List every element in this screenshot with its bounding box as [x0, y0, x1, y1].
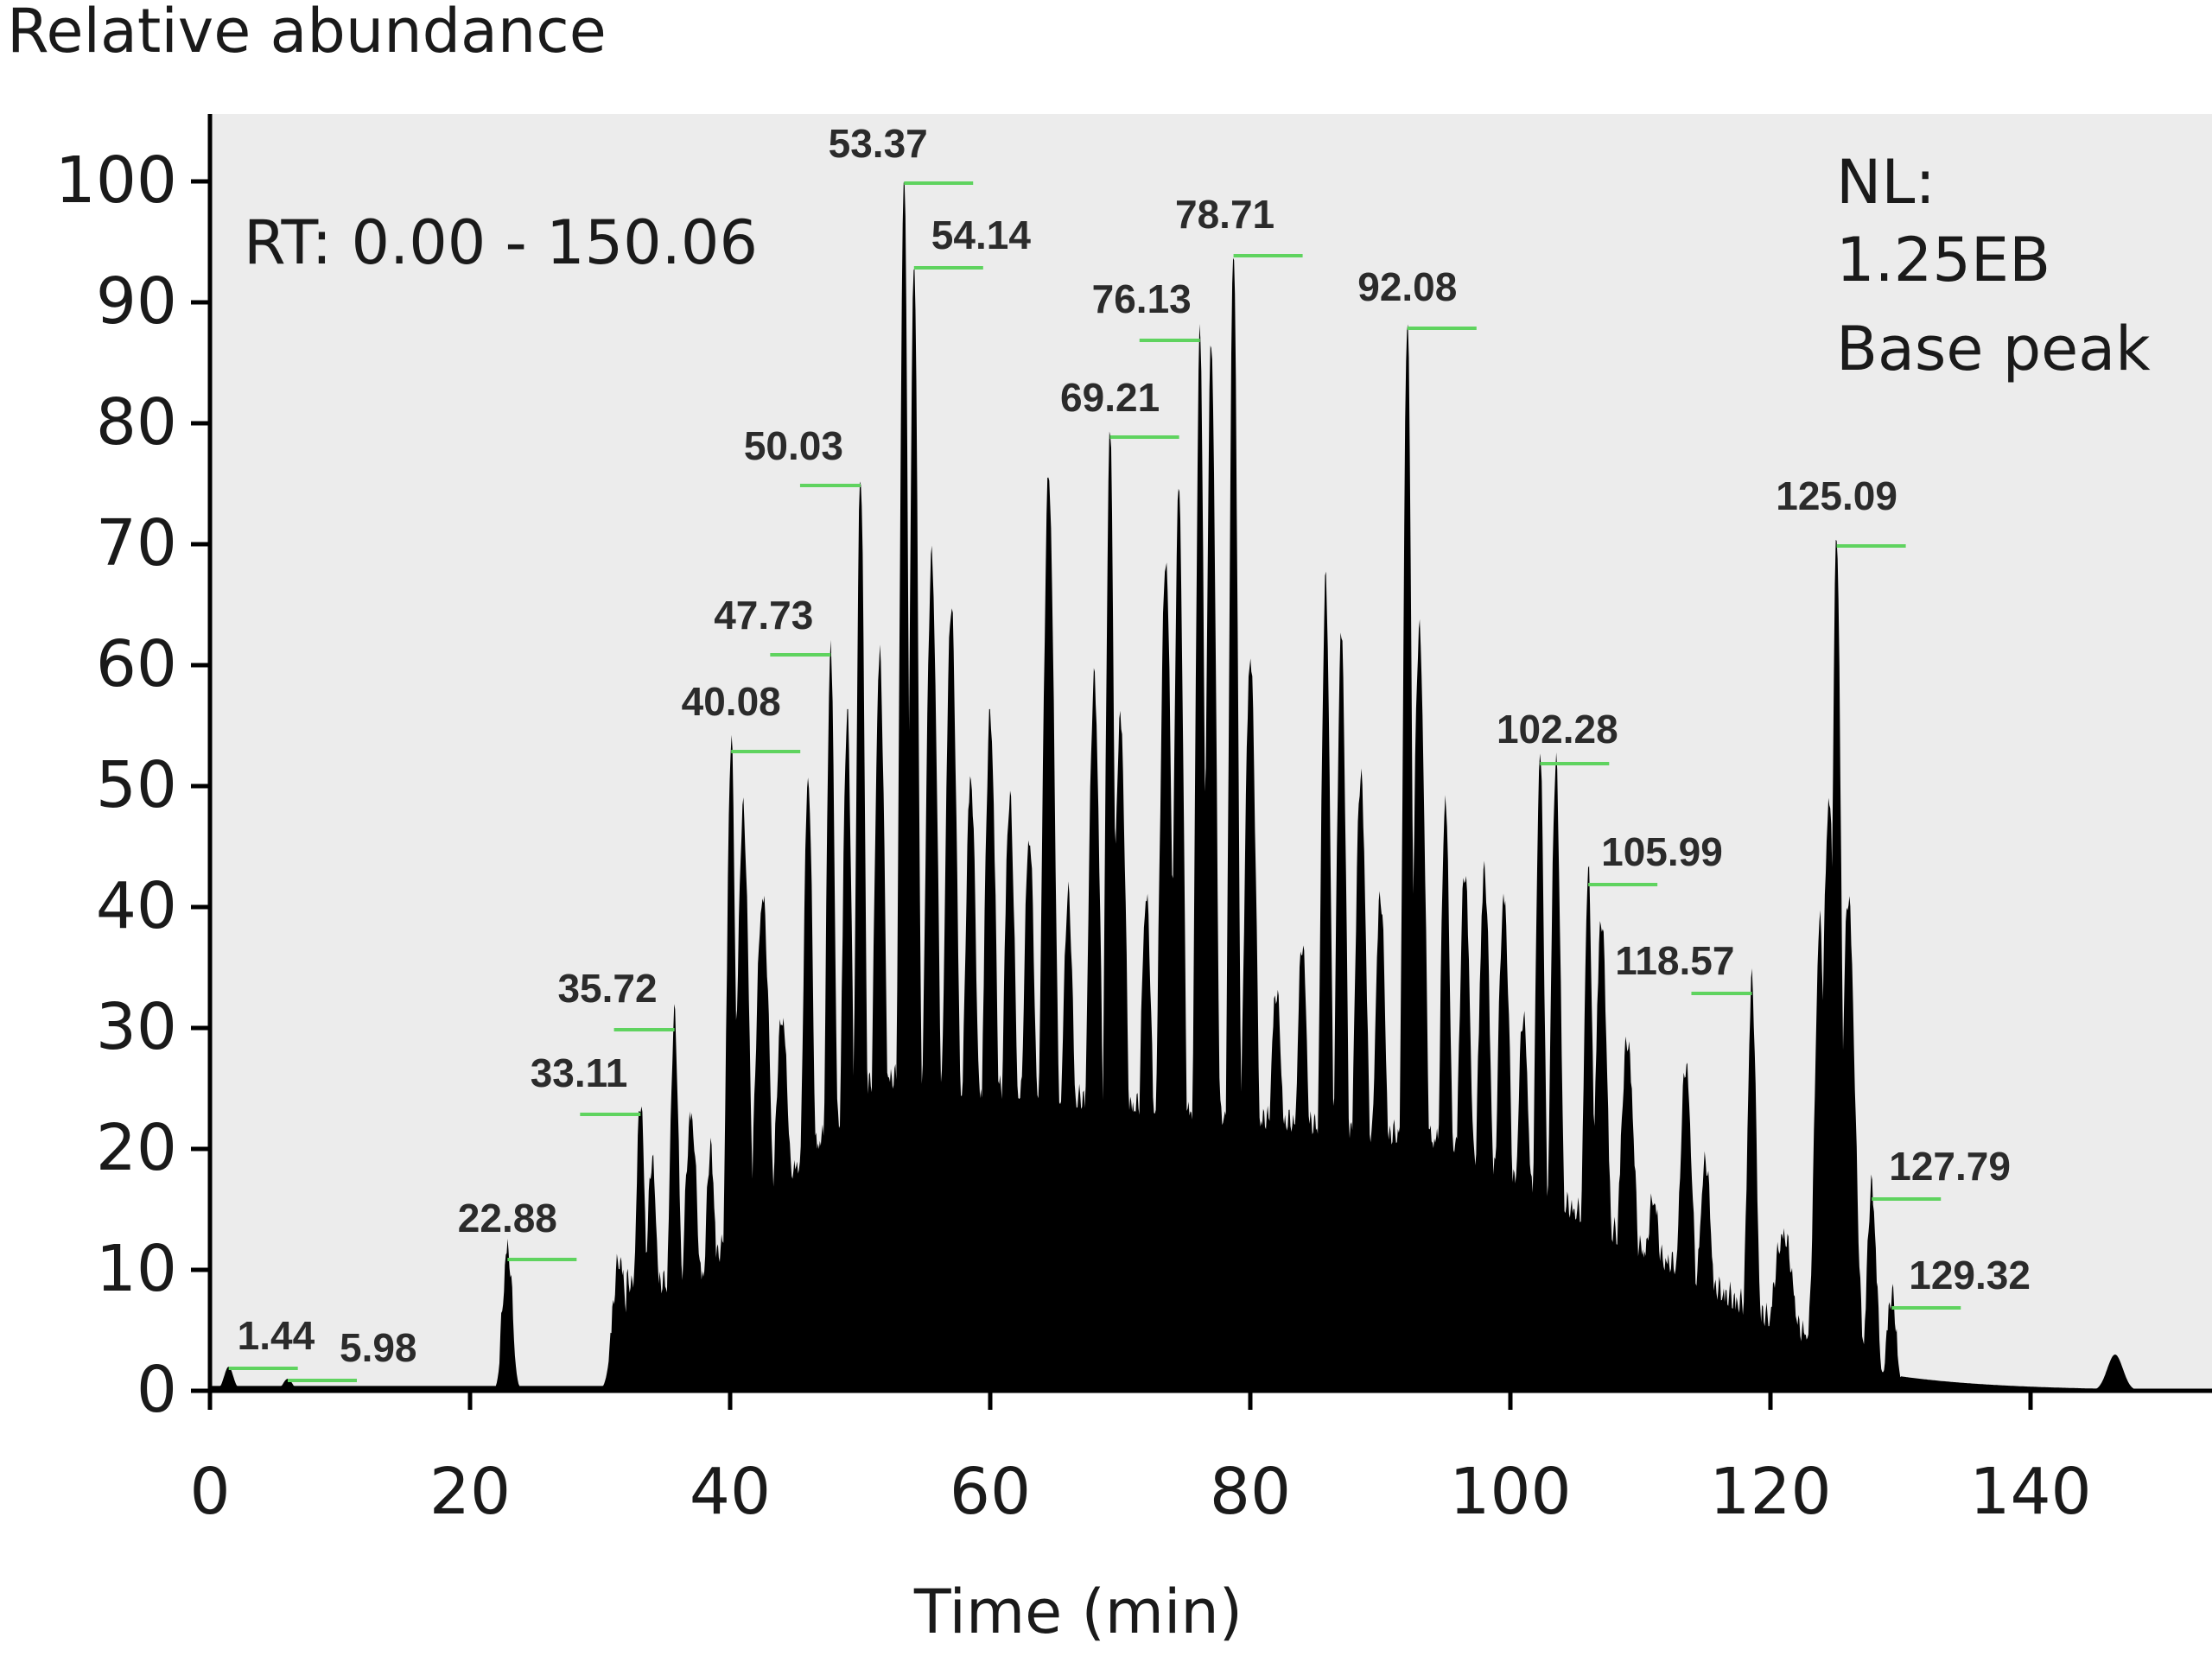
x-tick-label: 20	[429, 1455, 511, 1529]
x-ticks: 0 20 40 60 80 100 120 140	[189, 1391, 2092, 1529]
y-axis-label: Relative abundance	[7, 0, 607, 67]
y-tick-label: 50	[96, 748, 177, 822]
base-peak-trace	[210, 182, 2151, 1391]
peak-label: 76.13	[1092, 276, 1192, 321]
peak-leader-lines	[228, 181, 1961, 1382]
peak-label: 105.99	[1601, 829, 1723, 874]
y-ticks: 0 10 20 30 40 50 60 70 80 90 100	[55, 143, 210, 1427]
x-tick-label: 80	[1210, 1455, 1291, 1529]
y-tick-label: 60	[96, 627, 177, 701]
x-tick-label: 120	[1709, 1455, 1831, 1529]
peak-label: 125.09	[1776, 473, 1897, 518]
x-tick-label: 100	[1449, 1455, 1571, 1529]
y-tick-label: 90	[96, 264, 177, 339]
y-tick-label: 80	[96, 385, 177, 460]
peak-label: 92.08	[1357, 264, 1457, 309]
y-tick-label: 100	[55, 143, 177, 218]
x-tick-label: 40	[690, 1455, 771, 1529]
peak-label: 35.72	[557, 966, 657, 1011]
peak-label: 33.11	[531, 1050, 628, 1095]
peak-label: 54.14	[931, 213, 1032, 257]
peak-label: 47.73	[714, 593, 813, 638]
peak-label: 50.03	[744, 423, 843, 468]
peak-label: 53.37	[829, 121, 928, 166]
x-axis-label: Time (min)	[913, 1577, 1243, 1647]
rt-range-text: RT: 0.00 - 150.06	[244, 207, 758, 278]
peak-label: 1.44	[238, 1313, 315, 1358]
nl-value: 1.25EB	[1836, 225, 2050, 295]
peak-label: 69.21	[1060, 375, 1160, 420]
nl-label: NL:	[1836, 147, 1936, 218]
y-tick-label: 0	[137, 1353, 177, 1427]
peak-label: 5.98	[340, 1325, 417, 1370]
peak-labels: 1.44 5.98 22.88 33.11 35.72 40.08 47.73 50.03 53…	[238, 121, 2031, 1370]
y-tick-label: 40	[96, 869, 177, 943]
x-tick-label: 140	[1969, 1455, 2091, 1529]
peak-label: 40.08	[682, 679, 781, 724]
x-tick-label: 0	[189, 1455, 230, 1529]
y-tick-label: 70	[96, 506, 177, 581]
peak-label: 129.32	[1909, 1253, 2031, 1298]
peak-label: 102.28	[1497, 707, 1618, 752]
y-tick-label: 20	[96, 1111, 177, 1185]
y-tick-label: 10	[96, 1232, 177, 1306]
x-tick-label: 60	[950, 1455, 1031, 1529]
base-peak-label: Base peak	[1836, 314, 2151, 384]
peak-label: 78.71	[1175, 192, 1274, 237]
y-tick-label: 30	[96, 990, 177, 1064]
peak-label: 22.88	[458, 1196, 557, 1240]
peak-label: 118.57	[1615, 938, 1734, 983]
peak-label: 127.79	[1889, 1144, 2011, 1189]
